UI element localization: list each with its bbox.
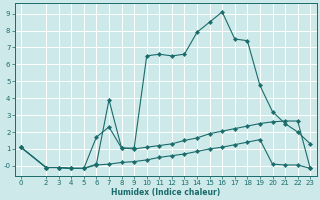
X-axis label: Humidex (Indice chaleur): Humidex (Indice chaleur) <box>111 188 220 197</box>
